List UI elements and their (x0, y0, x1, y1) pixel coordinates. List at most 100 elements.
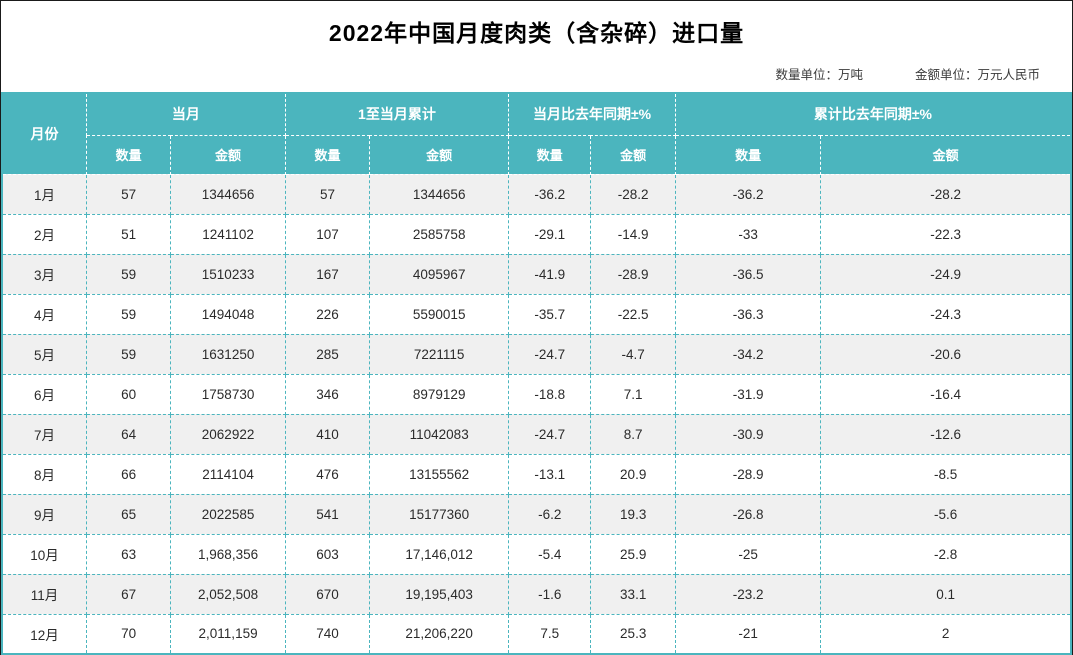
cell-value: -24.3 (820, 293, 1072, 335)
cell-value: -30.9 (674, 413, 822, 455)
cell-value: -28.2 (590, 173, 676, 215)
cell-value: 59 (85, 293, 172, 335)
cell-month: 9月 (1, 493, 87, 535)
cell-value: -28.9 (590, 253, 676, 295)
cell-value: 476 (284, 453, 371, 495)
cell-value: -22.3 (820, 213, 1072, 255)
cell-value: 740 (284, 613, 371, 655)
cell-value: -20.6 (820, 333, 1072, 375)
cell-value: 2,011,159 (170, 613, 286, 655)
cell-value: 1510233 (170, 253, 286, 295)
cell-value: 21,206,220 (369, 613, 510, 655)
cell-month: 2月 (1, 213, 87, 255)
cell-value: 19,195,403 (369, 573, 510, 615)
cell-value: 4095967 (369, 253, 510, 295)
cell-value: -36.3 (674, 293, 822, 335)
table-row: 5月 59 1631250 285 7221115 -24.7 -4.7 -34.2 -20.6 (1, 333, 1072, 375)
cell-value: -4.7 (590, 333, 676, 375)
cell-value: 67 (85, 573, 172, 615)
cell-value: 7221115 (369, 333, 510, 375)
cell-value: 8979129 (369, 373, 510, 415)
col-header-amount: 金额 (820, 134, 1072, 175)
table-row: 6月 60 1758730 346 8979129 -18.8 7.1 -31.9 -16.4 (1, 373, 1072, 415)
cell-month: 3月 (1, 253, 87, 295)
cell-value: -25 (674, 533, 822, 575)
cell-value: 670 (284, 573, 371, 615)
cell-value: -5.6 (820, 493, 1072, 535)
cell-value: -13.1 (508, 453, 592, 495)
cell-value: 603 (284, 533, 371, 575)
cell-value: 66 (85, 453, 172, 495)
table-header: 月份 当月 1至当月累计 当月比去年同期±% 累计比去年同期±% 数量 金额 数… (1, 92, 1072, 175)
col-header-quantity: 数量 (508, 134, 592, 175)
col-header-quantity: 数量 (284, 134, 371, 175)
cell-value: 2062922 (170, 413, 286, 455)
cell-value: 59 (85, 253, 172, 295)
table-row: 11月 67 2,052,508 670 19,195,403 -1.6 33.1 -23.2… (1, 573, 1072, 615)
title-area: 2022年中国月度肉类（含杂碎）进口量 数量单位：万吨 金额单位：万元人民币 (1, 1, 1072, 92)
table-row: 8月 66 2114104 476 13155562 -13.1 20.9 -28.9 -8.5 (1, 453, 1072, 495)
table-row: 3月 59 1510233 167 4095967 -41.9 -28.9 -36.5 -24.… (1, 253, 1072, 295)
cell-value: -28.2 (820, 173, 1072, 215)
cell-value: 70 (85, 613, 172, 655)
cell-value: -31.9 (674, 373, 822, 415)
cell-value: -29.1 (508, 213, 592, 255)
cell-value: 11042083 (369, 413, 510, 455)
cell-value: 57 (284, 173, 371, 215)
cell-value: 2,052,508 (170, 573, 286, 615)
cell-value: -6.2 (508, 493, 592, 535)
cell-value: -24.7 (508, 333, 592, 375)
cell-value: 64 (85, 413, 172, 455)
cell-value: 1,968,356 (170, 533, 286, 575)
col-header-amount: 金额 (590, 134, 676, 175)
cell-value: 1758730 (170, 373, 286, 415)
unit-quantity-label: 数量单位：万吨 (775, 68, 863, 82)
cell-value: 107 (284, 213, 371, 255)
cell-value: -2.8 (820, 533, 1072, 575)
cell-value: 25.9 (590, 533, 676, 575)
cell-value: -28.9 (674, 453, 822, 495)
cell-value: -35.7 (508, 293, 592, 335)
col-header-quantity: 数量 (85, 134, 172, 175)
cell-month: 12月 (1, 613, 87, 655)
cell-value: 167 (284, 253, 371, 295)
cell-value: 63 (85, 533, 172, 575)
cell-value: 17,146,012 (369, 533, 510, 575)
cell-month: 7月 (1, 413, 87, 455)
cell-month: 10月 (1, 533, 87, 575)
cell-value: -12.6 (820, 413, 1072, 455)
cell-value: 15177360 (369, 493, 510, 535)
cell-value: 2114104 (170, 453, 286, 495)
cell-value: -36.2 (508, 173, 592, 215)
cell-value: -8.5 (820, 453, 1072, 495)
cell-month: 8月 (1, 453, 87, 495)
cell-value: -24.7 (508, 413, 592, 455)
cell-value: 65 (85, 493, 172, 535)
cell-value: 20.9 (590, 453, 676, 495)
cell-value: 19.3 (590, 493, 676, 535)
table-row: 12月 70 2,011,159 740 21,206,220 7.5 25.3 -21 2 (1, 613, 1072, 655)
cell-value: 33.1 (590, 573, 676, 615)
cell-month: 1月 (1, 173, 87, 215)
col-group-cumulative-yoy: 累计比去年同期±% (674, 92, 1072, 136)
cell-value: 2585758 (369, 213, 510, 255)
table-row: 7月 64 2062922 410 11042083 -24.7 8.7 -30.9 -12.6 (1, 413, 1072, 455)
cell-value: 5590015 (369, 293, 510, 335)
header-sub-row: 数量 金额 数量 金额 数量 金额 数量 金额 (2, 134, 1072, 175)
table-body: 1月 57 1344656 57 1344656 -36.2 -28.2 -36.2 -28.2… (1, 173, 1072, 655)
table-row: 4月 59 1494048 226 5590015 -35.7 -22.5 -36.3 -24.… (1, 293, 1072, 335)
page-title: 2022年中国月度肉类（含杂碎）进口量 (328, 20, 745, 46)
cell-value: 13155562 (369, 453, 510, 495)
imports-table: 月份 当月 1至当月累计 当月比去年同期±% 累计比去年同期±% 数量 金额 数… (1, 92, 1072, 655)
cell-value: 59 (85, 333, 172, 375)
cell-value: 285 (284, 333, 371, 375)
cell-value: 25.3 (590, 613, 676, 655)
unit-amount-label: 金额单位：万元人民币 (914, 68, 1040, 82)
cell-value: -14.9 (590, 213, 676, 255)
cell-value: 57 (85, 173, 172, 215)
col-header-amount: 金额 (369, 134, 510, 175)
table-row: 1月 57 1344656 57 1344656 -36.2 -28.2 -36.2 -28.2 (1, 173, 1072, 215)
cell-value: 8.7 (590, 413, 676, 455)
cell-value: -24.9 (820, 253, 1072, 295)
